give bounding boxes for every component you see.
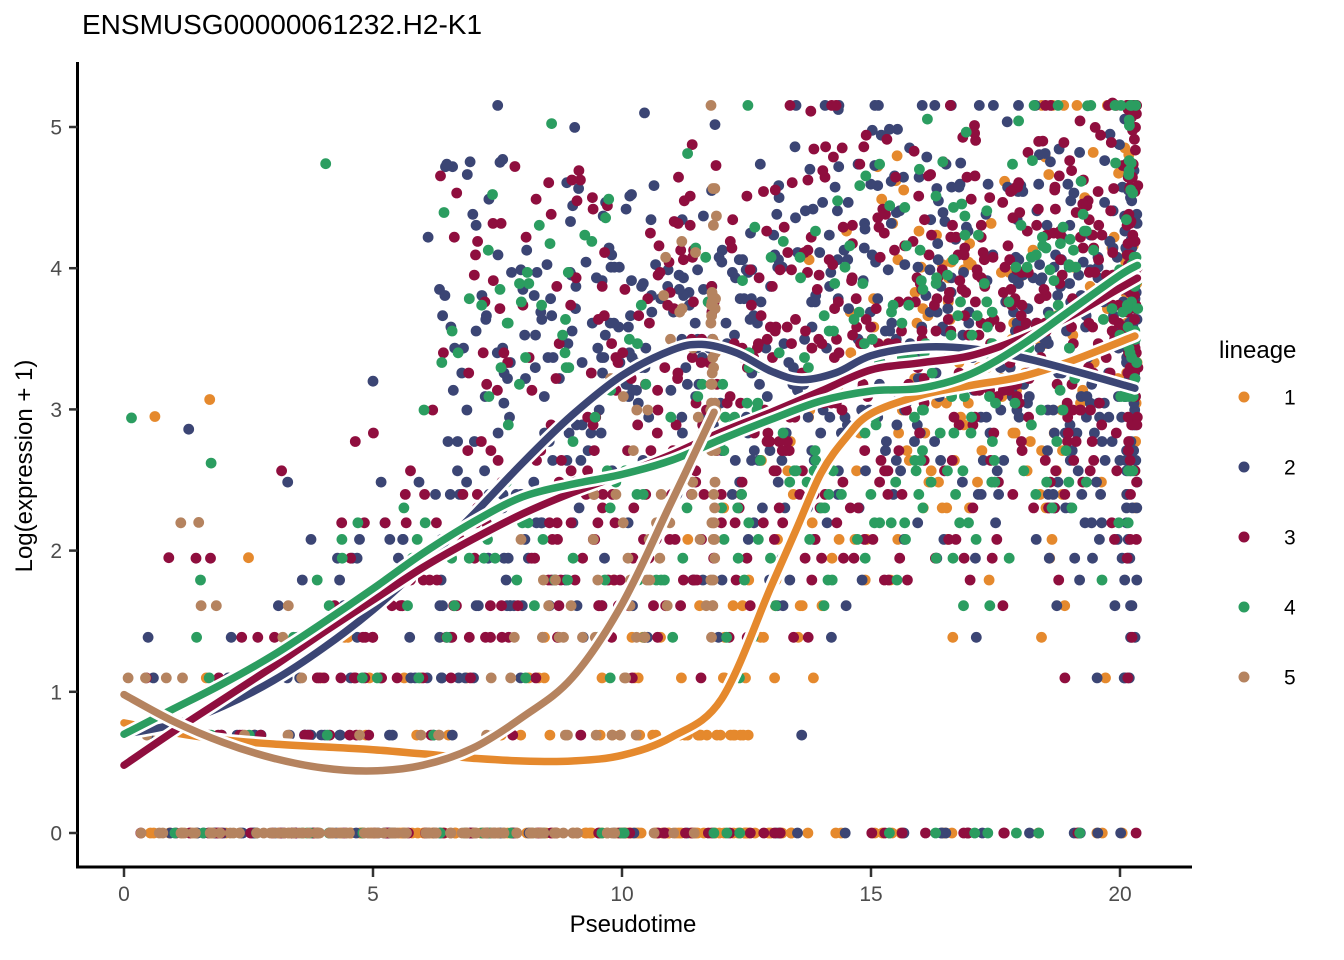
legend-swatch-lineage-5 bbox=[1238, 671, 1250, 683]
legend-title: lineage bbox=[1219, 337, 1296, 364]
legend-swatch-lineage-2 bbox=[1238, 461, 1250, 473]
legend-item: 5 bbox=[1238, 667, 1296, 690]
smoother-curve-lineage-5 bbox=[120, 408, 718, 775]
legend-item: 2 bbox=[1238, 457, 1296, 480]
x-tick-label: 20 bbox=[1108, 883, 1131, 906]
smoother-curves-layer bbox=[117, 258, 1144, 778]
chart-title: ENSMUSG00000061232.H2-K1 bbox=[82, 9, 482, 40]
smoother-curve-lineage-2 bbox=[120, 340, 1139, 738]
legend-swatch-lineage-3 bbox=[1238, 531, 1250, 543]
legend-item: 1 bbox=[1238, 387, 1296, 410]
y-tick-label: 3 bbox=[50, 399, 62, 422]
y-tick-label: 2 bbox=[50, 540, 62, 563]
x-tick-label: 10 bbox=[610, 883, 633, 906]
legend-label: 5 bbox=[1284, 667, 1296, 690]
legend-label: 4 bbox=[1284, 597, 1296, 620]
x-tick-label: 0 bbox=[118, 883, 130, 906]
x-tick-label: 15 bbox=[859, 883, 882, 906]
smoother-curve-lineage-4 bbox=[120, 261, 1142, 738]
legend: lineage 1 2 3 4 5 bbox=[1219, 337, 1296, 690]
y-tick-label: 5 bbox=[50, 117, 62, 140]
legend-label: 1 bbox=[1284, 387, 1296, 410]
y-axis-title: Log(expression + 1) bbox=[11, 360, 38, 573]
legend-item: 3 bbox=[1238, 527, 1296, 550]
x-axis-ticks: 0 5 10 15 20 bbox=[118, 868, 1132, 906]
x-tick-label: 5 bbox=[367, 883, 379, 906]
y-tick-label: 4 bbox=[50, 258, 62, 281]
x-axis-title: Pseudotime bbox=[570, 911, 697, 938]
legend-swatch-lineage-1 bbox=[1238, 391, 1250, 403]
y-tick-label: 1 bbox=[50, 681, 62, 704]
y-axis-ticks: 0 1 2 3 4 5 bbox=[50, 117, 78, 846]
y-tick-label: 0 bbox=[50, 823, 62, 846]
legend-item: 4 bbox=[1238, 597, 1296, 620]
legend-label: 2 bbox=[1284, 457, 1296, 480]
legend-swatch-lineage-4 bbox=[1238, 601, 1250, 613]
legend-label: 3 bbox=[1284, 527, 1296, 550]
